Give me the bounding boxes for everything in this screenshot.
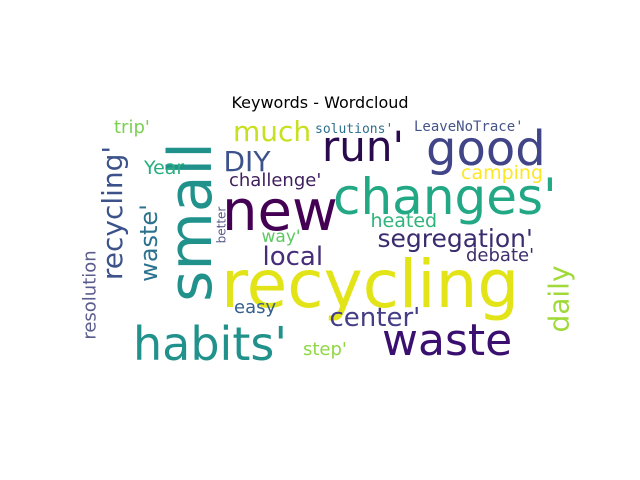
word-camping: camping <box>461 161 544 184</box>
word-new: new <box>222 179 338 244</box>
word-waste-vertical: waste' <box>134 204 163 282</box>
word-segregation: segregation' <box>377 223 533 253</box>
word-leavenotrace: LeaveNoTrace' <box>414 119 524 135</box>
word-way: way' <box>261 226 301 247</box>
word-local: local <box>262 242 324 272</box>
word-changes: changes' <box>333 168 557 226</box>
word-much: much <box>233 115 312 148</box>
word-easy: easy <box>234 297 277 318</box>
word-run: run' <box>322 122 405 171</box>
word-step: step' <box>303 339 347 360</box>
word-heated: heated <box>370 209 438 232</box>
word-daily: daily <box>542 265 576 333</box>
chart-title: Keywords - Wordcloud <box>231 93 409 112</box>
word-resolution: resolution <box>79 250 101 340</box>
word-challenge: challenge' <box>229 170 322 191</box>
word-recycling-large: recycling <box>221 246 520 323</box>
word-habits: habits' <box>133 317 287 371</box>
word-cloud: recycling new small waste habits' change… <box>79 115 580 371</box>
word-trip: trip' <box>114 117 150 138</box>
word-waste: waste <box>382 315 513 366</box>
word-debate: debate' <box>466 245 535 266</box>
word-center: center' <box>329 303 421 333</box>
word-diy: DIY <box>223 145 271 178</box>
word-better: better <box>213 206 228 244</box>
word-solutions: solutions' <box>315 121 394 137</box>
word-recycling-vertical: recycling' <box>96 145 130 281</box>
word-year: Year <box>144 156 185 179</box>
word-good: good <box>426 121 546 177</box>
